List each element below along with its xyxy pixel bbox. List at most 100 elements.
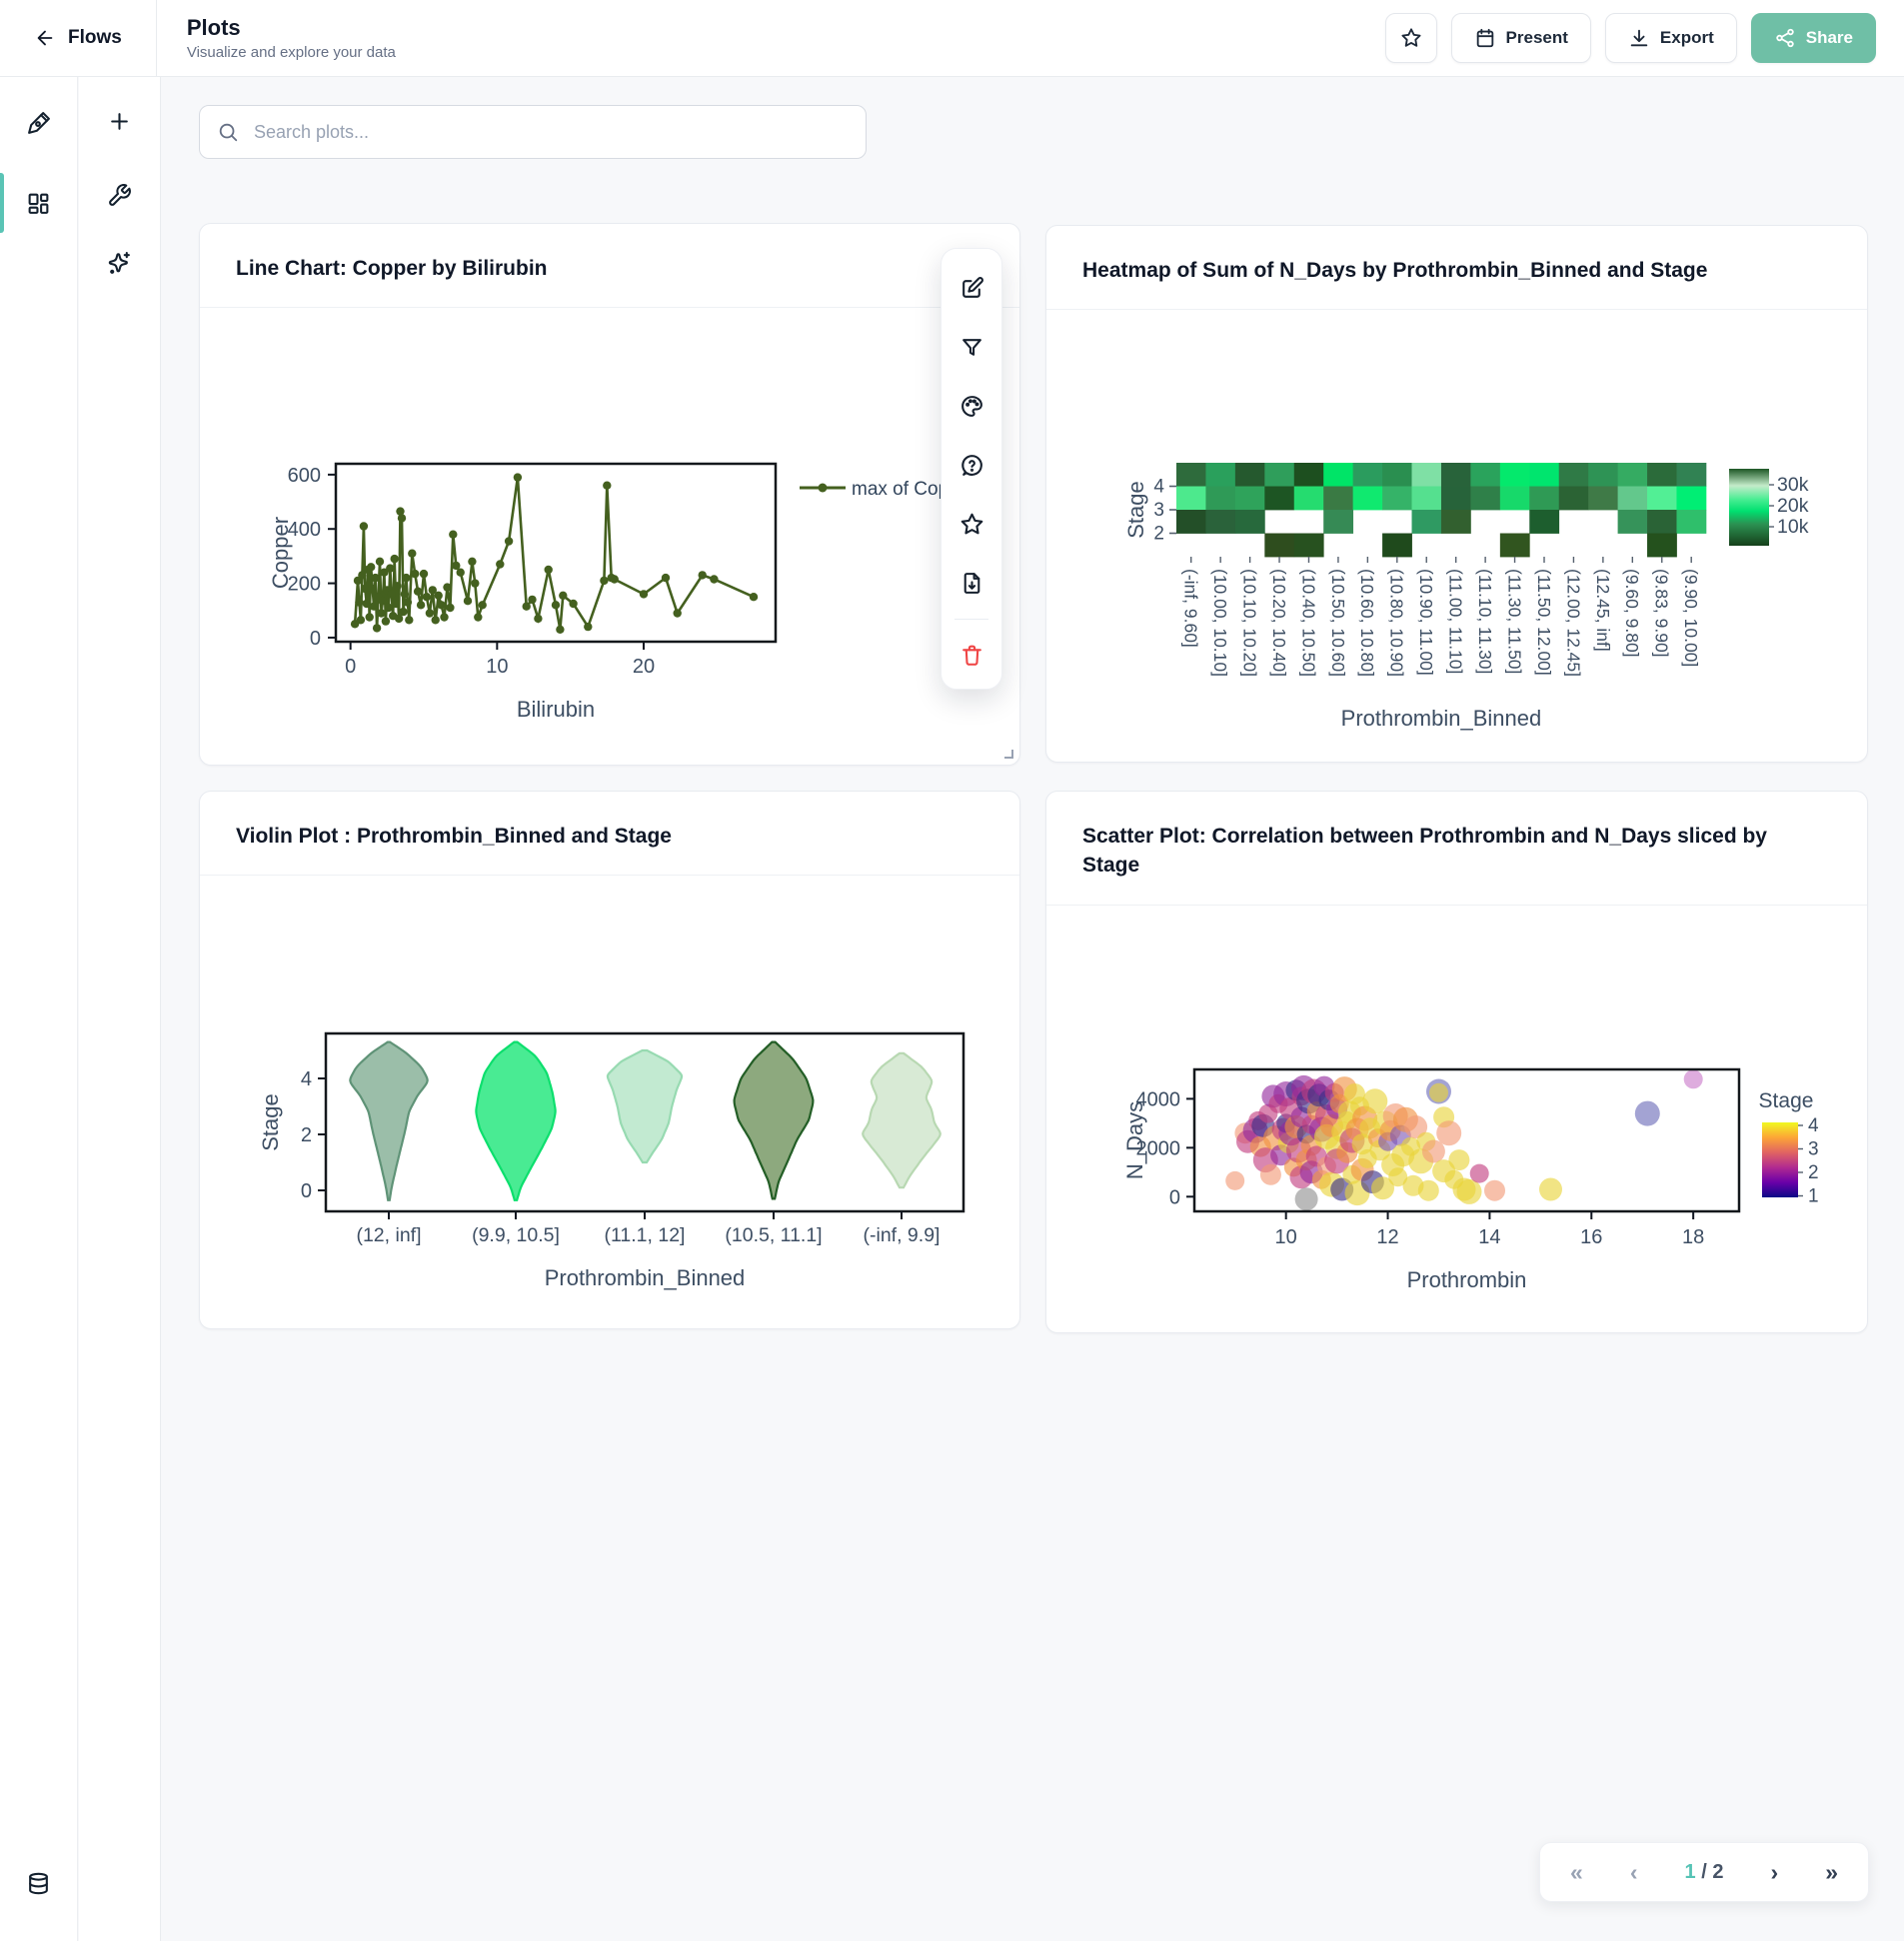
- export-label: Export: [1659, 28, 1714, 47]
- page-subtitle: Visualize and explore your data: [186, 44, 396, 61]
- prev-page-button[interactable]: ‹: [1629, 1858, 1638, 1885]
- svg-text:4: 4: [1153, 477, 1164, 498]
- svg-text:2: 2: [301, 1124, 312, 1146]
- share-button[interactable]: Share: [1750, 13, 1876, 63]
- svg-text:0: 0: [1169, 1186, 1180, 1208]
- header-actions: Present Export Share: [1384, 13, 1876, 63]
- toolbar-divider: [954, 619, 988, 620]
- card-title: Heatmap of Sum of N_Days by Prothrombin_…: [1082, 259, 1708, 282]
- svg-text:(9.83, 9.90]: (9.83, 9.90]: [1652, 569, 1672, 658]
- svg-text:(11.10, 11.30]: (11.10, 11.30]: [1475, 569, 1495, 674]
- add-plot-button[interactable]: [98, 99, 142, 143]
- svg-text:4: 4: [1808, 1115, 1819, 1136]
- search-icon: [219, 123, 238, 142]
- svg-text:Prothrombin_Binned: Prothrombin_Binned: [1341, 706, 1542, 731]
- svg-text:(12.00, 12.45]: (12.00, 12.45]: [1563, 569, 1583, 677]
- svg-text:3: 3: [1808, 1139, 1819, 1160]
- svg-text:14: 14: [1478, 1226, 1500, 1248]
- svg-text:(11.1, 12]: (11.1, 12]: [605, 1224, 686, 1246]
- star-icon: [1400, 28, 1421, 47]
- svg-text:(10.90, 11.00]: (10.90, 11.00]: [1416, 569, 1436, 676]
- svg-text:(10.10, 10.20]: (10.10, 10.20]: [1239, 569, 1259, 677]
- svg-text:(10.80, 10.90]: (10.80, 10.90]: [1387, 569, 1407, 677]
- header-divider: [155, 0, 157, 77]
- svg-text:(9.9, 10.5]: (9.9, 10.5]: [472, 1224, 560, 1246]
- card-violin: Violin Plot : Prothrombin_Binned and Sta…: [199, 791, 1020, 1329]
- svg-text:(12.45, inf]: (12.45, inf]: [1593, 569, 1613, 652]
- filter-icon: [961, 339, 981, 356]
- svg-text:30k: 30k: [1777, 474, 1809, 496]
- card-title: Violin Plot : Prothrombin_Binned and Sta…: [236, 825, 672, 848]
- svg-text:3: 3: [1153, 500, 1164, 521]
- next-page-button[interactable]: ›: [1770, 1858, 1779, 1885]
- svg-text:(10.50, 10.60]: (10.50, 10.60]: [1328, 569, 1348, 677]
- svg-text:0: 0: [301, 1180, 312, 1202]
- present-button[interactable]: Present: [1450, 13, 1591, 63]
- svg-text:Prothrombin_Binned: Prothrombin_Binned: [545, 1265, 746, 1290]
- main-content: Line Chart: Copper by Bilirubin 0 1 0 200 20…: [161, 77, 1904, 1941]
- last-page-button[interactable]: »: [1825, 1858, 1838, 1885]
- delete-plot-button[interactable]: [949, 633, 994, 679]
- page-separator: /: [1701, 1860, 1707, 1883]
- dashboard-grid-icon: [28, 193, 49, 214]
- search-input[interactable]: [199, 105, 867, 159]
- favorite-plot-button[interactable]: [949, 502, 994, 548]
- svg-text:12: 12: [1376, 1226, 1398, 1248]
- sidebar-item-data[interactable]: [17, 1861, 61, 1905]
- svg-text:4: 4: [301, 1068, 312, 1090]
- first-page-button[interactable]: «: [1570, 1858, 1583, 1885]
- card-line-chart: Line Chart: Copper by Bilirubin 0 10 20 0 20…: [199, 223, 1020, 766]
- file-download-icon: [963, 573, 979, 594]
- card-title: Line Chart: Copper by Bilirubin: [236, 257, 548, 280]
- filter-plot-button[interactable]: [949, 325, 994, 371]
- svg-text:(11.50, 12.00]: (11.50, 12.00]: [1534, 569, 1554, 676]
- database-icon: [29, 1872, 48, 1894]
- svg-text:2: 2: [1153, 524, 1164, 545]
- resize-handle[interactable]: [1004, 750, 1013, 759]
- plus-icon: [111, 112, 128, 130]
- svg-text:Prothrombin: Prothrombin: [1407, 1267, 1527, 1292]
- svg-text:16: 16: [1580, 1226, 1602, 1248]
- sidebar-rail-primary: [0, 77, 78, 1941]
- edit-plot-button[interactable]: [949, 266, 994, 312]
- edit-icon: [961, 277, 983, 298]
- svg-text:20: 20: [633, 656, 655, 678]
- svg-text:1: 1: [1808, 1186, 1819, 1207]
- star-icon: [960, 513, 982, 535]
- style-plot-button[interactable]: [949, 384, 994, 430]
- wrench-icon: [109, 183, 131, 206]
- present-label: Present: [1505, 28, 1568, 47]
- svg-text:(10.40, 10.50]: (10.40, 10.50]: [1298, 569, 1318, 677]
- svg-text:20k: 20k: [1777, 495, 1809, 517]
- share-label: Share: [1805, 28, 1853, 47]
- svg-text:(-inf, 9.60]: (-inf, 9.60]: [1181, 569, 1201, 648]
- svg-text:2000: 2000: [1136, 1137, 1181, 1159]
- svg-text:Stage: Stage: [258, 1093, 283, 1151]
- app-header: Flows Plots Visualize and explore your d…: [0, 0, 1904, 77]
- export-button[interactable]: Export: [1604, 13, 1737, 63]
- sparkles-plus-icon: [108, 251, 130, 274]
- svg-text:(11.30, 11.50]: (11.30, 11.50]: [1504, 569, 1524, 674]
- violin-chart-canvas: 4 2 0 Stage (12, inf] (9.9, 10.5] (11.1, 12] (1…: [258, 1031, 965, 1290]
- svg-text:(-inf, 9.9]: (-inf, 9.9]: [864, 1224, 941, 1246]
- favorite-button[interactable]: [1384, 13, 1437, 63]
- back-button[interactable]: Flows: [34, 27, 122, 49]
- sidebar-active-indicator: [0, 173, 4, 233]
- sidebar-item-plots[interactable]: [17, 181, 61, 225]
- ai-suggest-button[interactable]: [98, 241, 142, 285]
- sidebar-item-pen-tool[interactable]: [17, 101, 61, 145]
- page-title: Plots: [186, 15, 241, 40]
- download-plot-button[interactable]: [949, 561, 994, 607]
- search-bar: [199, 105, 867, 159]
- card-header: Heatmap of Sum of N_Days by Prothrombin_…: [1046, 226, 1867, 311]
- card-heatmap: Heatmap of Sum of N_Days by Prothrombin_…: [1045, 225, 1868, 763]
- total-pages: 2: [1712, 1860, 1724, 1883]
- help-plot-button[interactable]: [949, 443, 994, 489]
- trash-icon: [961, 645, 981, 666]
- svg-text:Stage: Stage: [1759, 1089, 1814, 1112]
- svg-text:(9.90, 10.00]: (9.90, 10.00]: [1681, 569, 1701, 667]
- svg-text:200: 200: [288, 574, 321, 596]
- calendar-icon: [1476, 28, 1493, 48]
- tools-button[interactable]: [98, 173, 142, 217]
